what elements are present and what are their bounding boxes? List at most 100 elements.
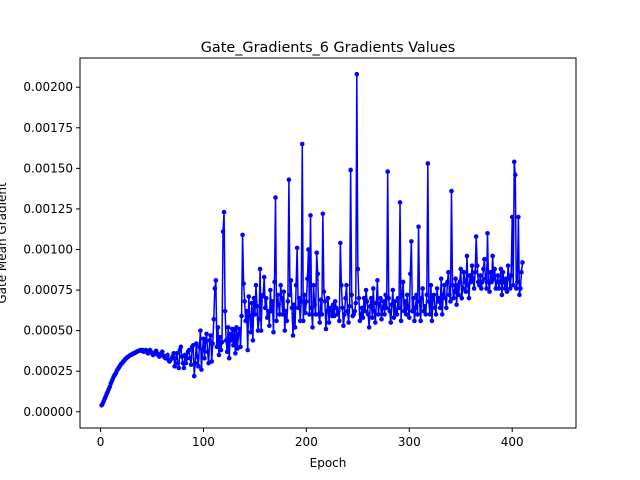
data-point [200, 347, 205, 353]
data-point [380, 305, 385, 311]
data-point [188, 362, 194, 368]
data-point [311, 282, 316, 288]
data-point [517, 292, 522, 298]
data-point [332, 299, 338, 304]
y-tick-label: 0.00150 [23, 161, 73, 175]
data-point [288, 278, 294, 283]
data-point [458, 266, 464, 272]
data-point [376, 312, 381, 317]
data-point [192, 360, 198, 366]
y-tick-label: 0.00025 [23, 364, 73, 378]
data-point [448, 299, 453, 304]
data-point [377, 302, 382, 307]
data-point [290, 333, 296, 338]
data-point [248, 329, 254, 335]
data-point [348, 167, 353, 173]
data-point [518, 286, 523, 291]
y-axis-label: Gate Mean Gradient [0, 182, 9, 304]
data-point [270, 299, 275, 304]
data-point [450, 282, 455, 288]
data-point [361, 295, 367, 301]
data-point [186, 347, 192, 353]
data-point [252, 312, 258, 317]
data-point [274, 318, 279, 324]
data-point [408, 271, 413, 277]
data-point [491, 276, 496, 282]
y-tick-label: 0.00050 [23, 324, 73, 338]
data-point [199, 367, 204, 372]
data-point [398, 318, 404, 324]
data-point [340, 305, 345, 311]
data-point [264, 315, 270, 320]
data-point [426, 299, 432, 304]
data-point [267, 323, 272, 329]
data-point [318, 297, 324, 303]
x-tick-label: 400 [501, 435, 524, 449]
data-point [227, 331, 233, 337]
data-point [360, 315, 366, 320]
data-point [202, 355, 207, 361]
x-axis: 0 100 200 300 400 [97, 428, 524, 449]
data-point [509, 214, 515, 220]
data-point [213, 278, 219, 283]
data-point [275, 292, 280, 298]
data-point [363, 287, 369, 293]
data-point [359, 305, 365, 311]
data-point [335, 308, 341, 314]
data-point [231, 342, 236, 348]
data-point [462, 279, 468, 285]
data-point [434, 286, 440, 291]
data-point [256, 316, 262, 322]
y-tick-label: 0.00000 [23, 405, 73, 419]
data-point [473, 234, 479, 239]
data-point [387, 308, 393, 314]
data-point [452, 289, 457, 294]
data-point [247, 313, 253, 319]
data-point [321, 289, 327, 294]
data-point [470, 276, 476, 282]
data-point [242, 299, 247, 304]
data-point [439, 312, 445, 317]
data-point [485, 230, 490, 236]
x-tick-label: 200 [295, 435, 318, 449]
data-point [416, 224, 421, 230]
plot-area [99, 71, 525, 408]
data-point [415, 312, 420, 317]
data-point [438, 276, 444, 282]
data-point [466, 295, 472, 301]
data-point [198, 328, 203, 333]
data-point [293, 282, 299, 288]
data-point [320, 211, 326, 217]
data-point [174, 351, 180, 356]
data-point [298, 299, 304, 304]
data-point [488, 269, 493, 275]
data-point [205, 349, 210, 355]
data-point [479, 286, 484, 291]
data-point [487, 289, 492, 294]
data-point [397, 200, 403, 205]
data-point [447, 292, 452, 298]
data-point [453, 276, 458, 282]
data-point [344, 282, 349, 288]
data-point [366, 325, 372, 330]
data-point [370, 286, 376, 291]
data-point [211, 316, 217, 322]
data-point [210, 341, 216, 346]
data-point [219, 339, 225, 345]
data-point [463, 289, 469, 294]
data-point [490, 253, 495, 259]
data-point [319, 312, 325, 317]
data-point [226, 355, 232, 361]
data-point [432, 305, 438, 311]
data-point [295, 305, 301, 311]
y-tick-label: 0.00100 [23, 242, 73, 256]
data-point [404, 292, 410, 298]
data-point [427, 312, 433, 317]
data-point [218, 347, 224, 353]
data-point [474, 263, 480, 269]
data-point [302, 292, 307, 298]
data-point [317, 320, 323, 325]
data-point [193, 341, 199, 346]
data-point [394, 312, 400, 317]
